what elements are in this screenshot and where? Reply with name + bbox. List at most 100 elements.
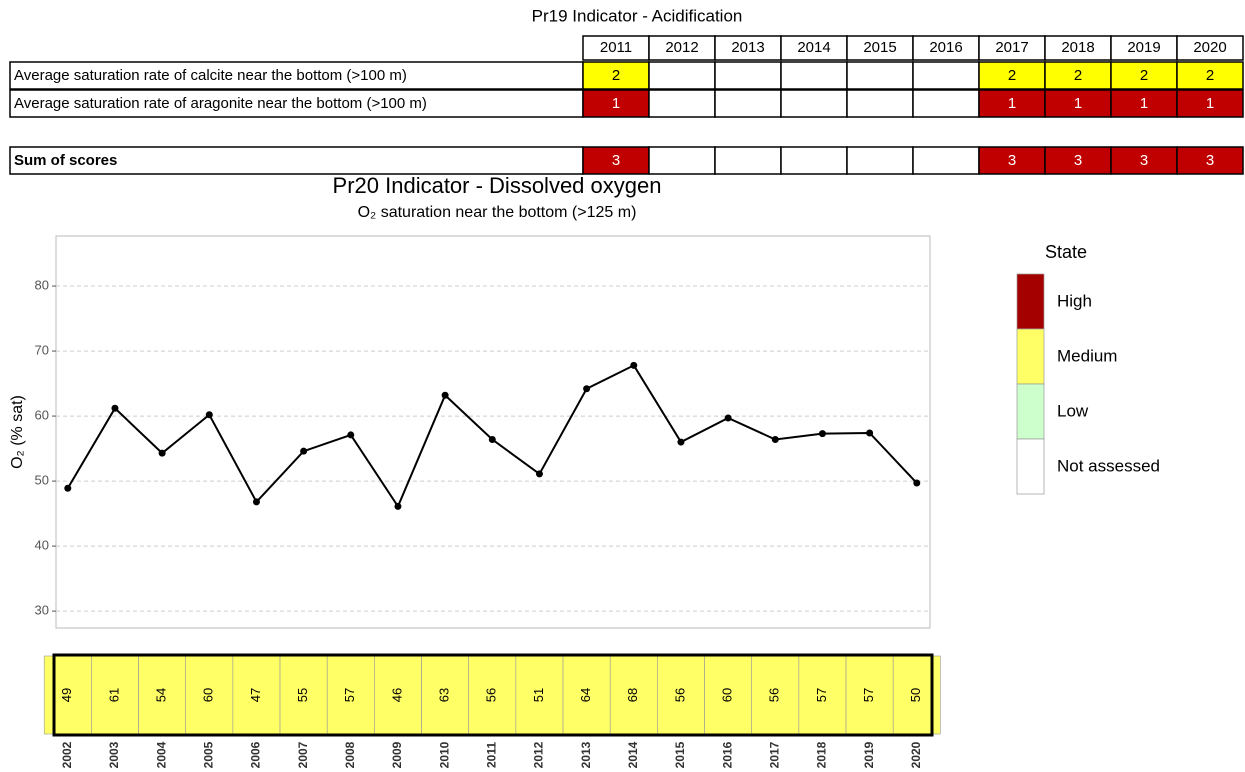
score-cell bbox=[1176, 61, 1244, 90]
state-value: 63 bbox=[437, 688, 452, 702]
column-header: 2017 bbox=[995, 39, 1028, 56]
state-cell bbox=[185, 655, 234, 735]
state-value: 56 bbox=[672, 688, 687, 702]
y-tick-label: 50 bbox=[35, 473, 49, 488]
score-cell bbox=[1110, 89, 1178, 118]
score-value: 2 bbox=[1008, 67, 1016, 84]
state-cell bbox=[421, 655, 470, 735]
score-cell bbox=[1110, 146, 1178, 175]
data-point bbox=[913, 479, 921, 487]
state-value: 50 bbox=[908, 688, 923, 702]
state-value: 61 bbox=[106, 688, 121, 702]
legend-label: Low bbox=[1057, 401, 1089, 420]
x-tick-label: 2003 bbox=[107, 741, 121, 768]
column-header: 2012 bbox=[665, 39, 698, 56]
chart-title: Pr20 Indicator - Dissolved oxygen bbox=[333, 173, 662, 198]
state-value: 60 bbox=[720, 688, 735, 702]
data-point bbox=[64, 484, 72, 492]
row-label: Average saturation rate of calcite near … bbox=[14, 67, 407, 84]
legend-label: High bbox=[1057, 291, 1092, 310]
data-point bbox=[630, 361, 638, 369]
data-point bbox=[111, 404, 119, 412]
state-cell bbox=[232, 655, 281, 735]
data-point bbox=[866, 429, 874, 437]
score-cell bbox=[780, 89, 848, 118]
score-cell bbox=[912, 146, 980, 175]
y-axis-label: O₂ (% sat) bbox=[9, 395, 26, 469]
x-tick-label: 2010 bbox=[437, 741, 451, 768]
state-value: 51 bbox=[531, 688, 546, 702]
score-value: 2 bbox=[1206, 67, 1214, 84]
x-tick-label: 2018 bbox=[815, 741, 829, 768]
score-value: 1 bbox=[1206, 95, 1214, 112]
state-cell bbox=[704, 655, 753, 735]
score-cell bbox=[846, 61, 914, 90]
score-cell bbox=[648, 89, 716, 118]
score-value: 2 bbox=[1140, 67, 1148, 84]
legend-swatch bbox=[1016, 383, 1045, 440]
column-header: 2016 bbox=[929, 39, 962, 56]
state-value: 49 bbox=[59, 688, 74, 702]
state-value: 47 bbox=[248, 688, 263, 702]
y-tick-label: 40 bbox=[35, 538, 49, 553]
score-value: 3 bbox=[1140, 152, 1148, 169]
state-value: 68 bbox=[625, 688, 640, 702]
data-point bbox=[535, 470, 543, 478]
data-point bbox=[488, 435, 496, 443]
state-value: 64 bbox=[578, 688, 593, 702]
score-cell bbox=[978, 146, 1046, 175]
state-value: 57 bbox=[342, 688, 357, 702]
score-cell bbox=[978, 89, 1046, 118]
x-tick-label: 2015 bbox=[673, 741, 687, 768]
x-tick-label: 2014 bbox=[626, 741, 640, 768]
header-cell bbox=[912, 35, 980, 61]
score-value: 1 bbox=[1008, 95, 1016, 112]
column-header: 2015 bbox=[863, 39, 896, 56]
x-tick-label: 2006 bbox=[249, 741, 263, 768]
table-title: Pr19 Indicator - Acidification bbox=[532, 6, 743, 25]
state-value: 56 bbox=[767, 688, 782, 702]
data-point bbox=[818, 430, 826, 438]
score-cell bbox=[1176, 146, 1244, 175]
header-cell bbox=[582, 35, 650, 61]
score-value: 2 bbox=[612, 67, 620, 84]
state-cell bbox=[845, 655, 894, 735]
score-cell bbox=[780, 61, 848, 90]
score-cell bbox=[582, 61, 650, 90]
x-tick-label: 2016 bbox=[720, 741, 734, 768]
legend-swatch bbox=[1016, 273, 1045, 330]
data-point bbox=[677, 438, 685, 446]
x-tick-label: 2002 bbox=[60, 741, 74, 768]
score-cell bbox=[912, 61, 980, 90]
score-value: 3 bbox=[1206, 152, 1214, 169]
data-point bbox=[771, 435, 779, 443]
y-tick-label: 60 bbox=[35, 408, 49, 423]
score-value: 1 bbox=[612, 95, 620, 112]
x-tick-label: 2017 bbox=[767, 741, 781, 768]
data-point bbox=[347, 431, 355, 439]
score-cell bbox=[846, 89, 914, 118]
chart-subtitle: O₂ saturation near the bottom (>125 m) bbox=[358, 204, 637, 221]
x-tick-label: 2005 bbox=[201, 741, 215, 768]
score-cell bbox=[978, 61, 1046, 90]
plot-area bbox=[55, 235, 931, 629]
header-cell bbox=[1110, 35, 1178, 61]
column-header: 2011 bbox=[600, 39, 632, 56]
state-value: 46 bbox=[389, 688, 404, 702]
score-value: 2 bbox=[1074, 67, 1082, 84]
score-cell bbox=[1176, 89, 1244, 118]
header-cell bbox=[1044, 35, 1112, 61]
x-tick-label: 2013 bbox=[579, 741, 593, 768]
state-cell bbox=[609, 655, 658, 735]
row-label: Sum of scores bbox=[14, 152, 117, 169]
x-tick-label: 2019 bbox=[862, 741, 876, 768]
strip-border bbox=[52, 653, 934, 737]
legend-swatch bbox=[1016, 438, 1045, 495]
data-point bbox=[252, 498, 260, 506]
score-value: 3 bbox=[1074, 152, 1082, 169]
score-cell bbox=[912, 89, 980, 118]
x-tick-label: 2009 bbox=[390, 741, 404, 768]
column-header: 2020 bbox=[1193, 39, 1226, 56]
score-cell bbox=[1044, 61, 1112, 90]
x-tick-label: 2020 bbox=[909, 741, 923, 768]
